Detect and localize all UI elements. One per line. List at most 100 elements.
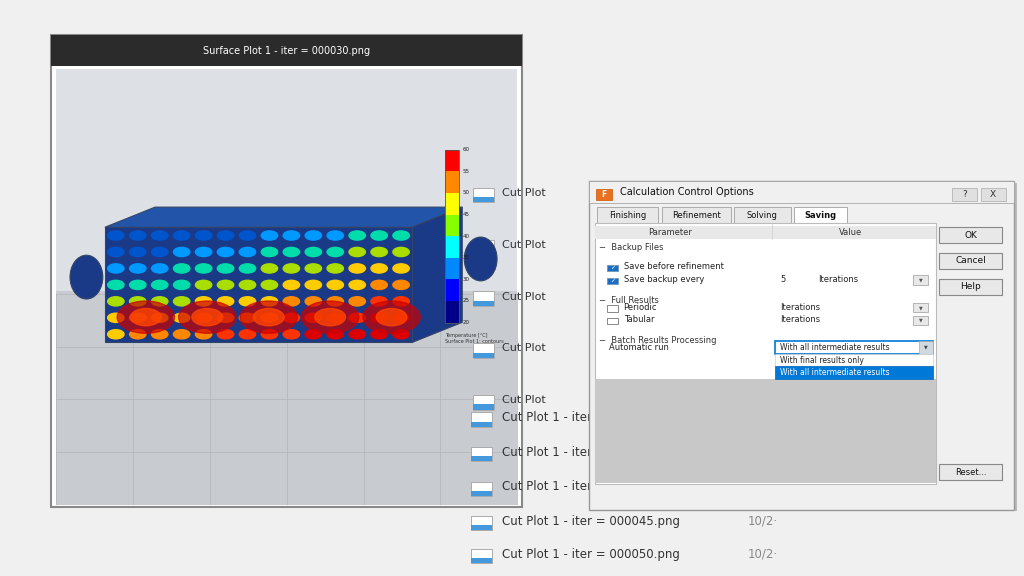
Text: Periodic: Periodic [624, 302, 657, 312]
Circle shape [240, 301, 297, 334]
Bar [794, 207, 847, 223]
Text: 25: 25 [463, 298, 470, 304]
Circle shape [130, 309, 161, 326]
Text: With all intermediate results: With all intermediate results [780, 343, 890, 352]
Polygon shape [104, 207, 462, 228]
FancyBboxPatch shape [939, 253, 1002, 269]
Circle shape [178, 301, 236, 334]
Text: ▼: ▼ [919, 278, 923, 282]
Bar [445, 258, 459, 279]
FancyBboxPatch shape [939, 227, 1002, 243]
Text: Reset...: Reset... [955, 468, 986, 477]
Bar [952, 188, 977, 201]
Text: Cancel: Cancel [955, 256, 986, 266]
Circle shape [327, 231, 343, 240]
Text: With final results only: With final results only [780, 355, 864, 365]
Bar [445, 301, 459, 323]
Bar [473, 197, 494, 202]
Circle shape [376, 309, 407, 326]
Circle shape [130, 313, 146, 323]
Circle shape [152, 231, 168, 240]
Bar [445, 150, 459, 172]
Bar [597, 207, 658, 223]
Bar [913, 303, 928, 312]
Text: Cut Plot 1 - iter = 000045.png: Cut Plot 1 - iter = 000045.png [502, 515, 680, 528]
Bar [607, 318, 618, 324]
Circle shape [253, 309, 284, 326]
Text: 35: 35 [463, 255, 470, 260]
Bar [981, 188, 1006, 201]
Text: Cut Plot 1 - iter = 000050.png: Cut Plot 1 - iter = 000050.png [502, 548, 680, 560]
Circle shape [261, 264, 278, 273]
Circle shape [349, 329, 366, 339]
Circle shape [284, 247, 300, 256]
Circle shape [305, 281, 322, 290]
Circle shape [349, 231, 366, 240]
Text: Iterations: Iterations [780, 315, 820, 324]
Text: Finishing: Finishing [609, 211, 646, 220]
Circle shape [371, 281, 387, 290]
Bar [596, 189, 612, 200]
Circle shape [130, 297, 146, 306]
Bar [471, 525, 492, 530]
Circle shape [108, 313, 124, 323]
Circle shape [393, 297, 410, 306]
Bar [471, 482, 492, 496]
Text: With all intermediate results: With all intermediate results [780, 368, 890, 377]
Bar [595, 226, 936, 239]
Circle shape [305, 329, 322, 339]
Circle shape [173, 281, 189, 290]
Bar [775, 341, 933, 354]
Circle shape [393, 313, 410, 323]
Text: 20: 20 [463, 320, 470, 325]
Text: 10/2·: 10/2· [748, 548, 777, 560]
Circle shape [196, 297, 212, 306]
Circle shape [108, 329, 124, 339]
Circle shape [261, 329, 278, 339]
Circle shape [108, 247, 124, 256]
Bar [471, 558, 492, 563]
Text: 10/2·: 10/2· [748, 480, 777, 493]
Circle shape [173, 329, 189, 339]
Bar [445, 236, 459, 258]
Circle shape [191, 309, 222, 326]
Circle shape [196, 313, 212, 323]
Circle shape [217, 297, 233, 306]
Circle shape [305, 247, 322, 256]
Bar [445, 215, 459, 236]
Text: −  Batch Results Processing: − Batch Results Processing [599, 336, 717, 345]
Circle shape [371, 329, 387, 339]
Text: Value: Value [839, 228, 862, 237]
Circle shape [108, 281, 124, 290]
Circle shape [284, 281, 300, 290]
Circle shape [362, 301, 420, 334]
Text: ▼: ▼ [919, 318, 923, 323]
Bar [473, 291, 494, 306]
Bar [734, 207, 791, 223]
Text: Cut Plot: Cut Plot [502, 395, 546, 406]
Circle shape [371, 247, 387, 256]
Circle shape [217, 281, 233, 290]
Circle shape [314, 309, 345, 326]
Circle shape [130, 231, 146, 240]
Text: Cut Plot: Cut Plot [502, 291, 546, 302]
Circle shape [217, 247, 233, 256]
Circle shape [284, 297, 300, 306]
Text: ✓: ✓ [610, 266, 615, 270]
Circle shape [108, 264, 124, 273]
Circle shape [196, 329, 212, 339]
Text: Surface Plot 1: contours: Surface Plot 1: contours [445, 339, 504, 344]
Circle shape [240, 297, 256, 306]
Circle shape [130, 281, 146, 290]
Circle shape [261, 231, 278, 240]
Circle shape [327, 329, 343, 339]
Circle shape [217, 231, 233, 240]
Circle shape [327, 281, 343, 290]
Ellipse shape [70, 255, 102, 299]
Circle shape [240, 281, 256, 290]
Text: ✓: ✓ [610, 278, 615, 283]
Bar [589, 181, 1014, 203]
Circle shape [284, 329, 300, 339]
FancyBboxPatch shape [592, 183, 1017, 511]
Bar [473, 353, 494, 358]
